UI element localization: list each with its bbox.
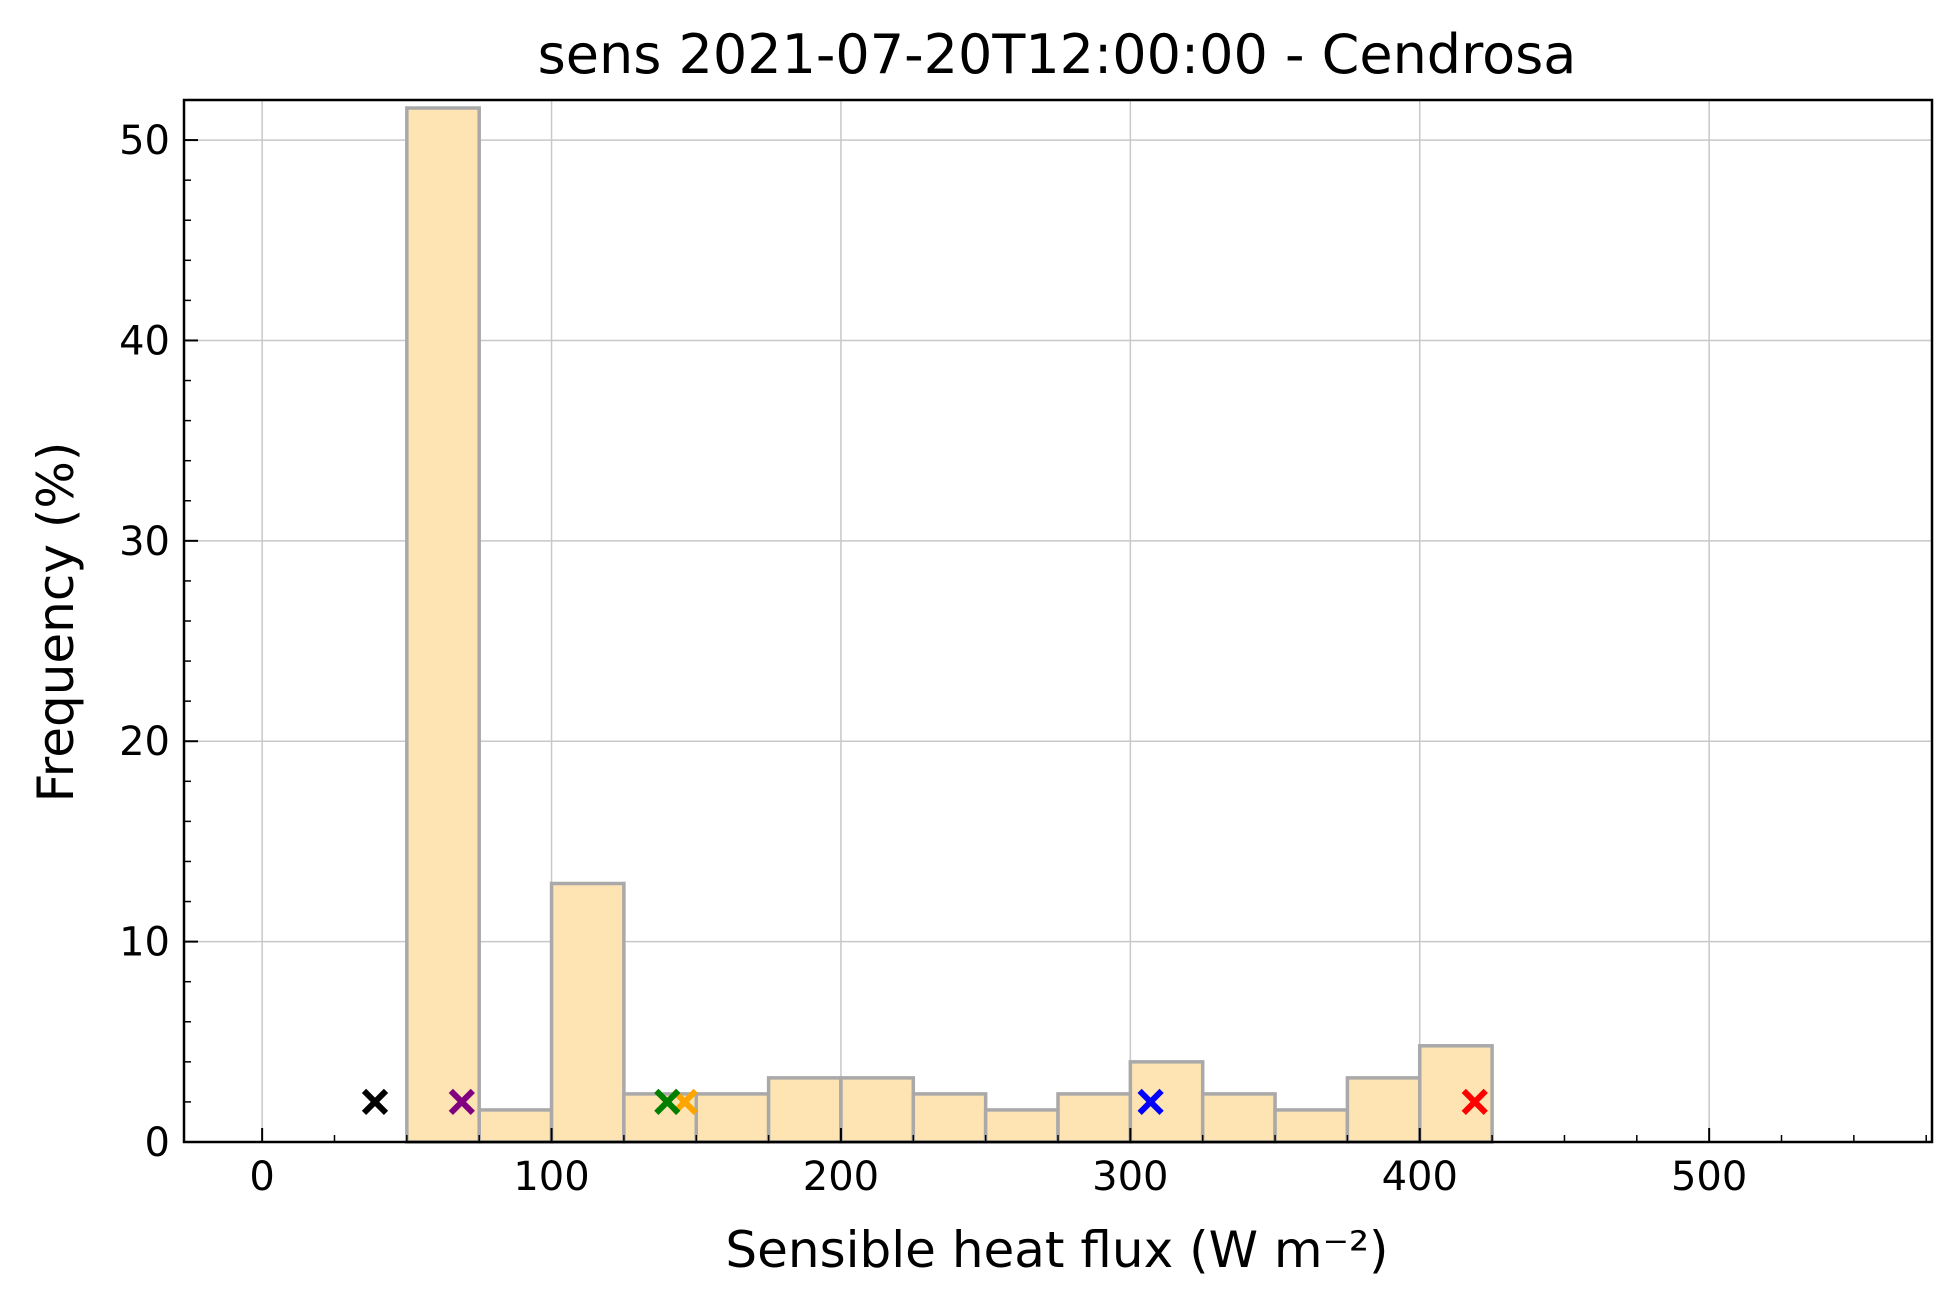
x-tick-label: 200 (803, 1154, 879, 1200)
histogram-bar (477, 1108, 554, 1144)
statistic-marker (1461, 1088, 1488, 1116)
statistic-marker (361, 1088, 389, 1116)
statistic-marker (448, 1088, 475, 1116)
y-tick-label: 30 (119, 519, 170, 565)
x-axis-label: Sensible heat flux (W m⁻²) (725, 1221, 1388, 1279)
x-tick-label: 300 (1092, 1154, 1168, 1200)
statistic-markers (361, 1088, 1488, 1116)
x-tick-label: 0 (249, 1154, 274, 1200)
chart-title: sens 2021-07-20T12:00:00 - Cendrosa (538, 23, 1577, 86)
histogram-bar (405, 106, 481, 1144)
statistic-marker (654, 1088, 681, 1116)
y-tick-label: 20 (119, 719, 170, 765)
axis-ticks: 0 100 200 300 400 500 0 10 20 30 40 50 (119, 99, 1927, 1200)
histogram-bar (1056, 1092, 1133, 1144)
histogram-bar (911, 1092, 988, 1144)
histogram-bar (766, 1076, 843, 1144)
x-tick-label: 500 (1671, 1154, 1747, 1200)
histogram-bar (1273, 1108, 1350, 1144)
y-tick-label: 50 (119, 118, 170, 164)
x-tick-label: 400 (1382, 1154, 1458, 1200)
y-tick-label: 10 (119, 920, 170, 966)
y-tick-label: 0 (145, 1120, 170, 1166)
histogram-bar (1200, 1092, 1277, 1144)
histogram-bar (1345, 1076, 1422, 1144)
histogram-bars (405, 106, 1494, 1144)
histogram-bar (839, 1076, 916, 1144)
y-axis-label: Frequency (%) (27, 442, 85, 803)
histogram-bar (1128, 1060, 1205, 1144)
y-tick-label: 40 (119, 318, 170, 364)
histogram-bar (694, 1092, 771, 1144)
statistic-marker (1137, 1088, 1164, 1116)
x-tick-label: 100 (513, 1154, 589, 1200)
histogram-bar (549, 881, 626, 1144)
histogram-bar (983, 1108, 1060, 1144)
